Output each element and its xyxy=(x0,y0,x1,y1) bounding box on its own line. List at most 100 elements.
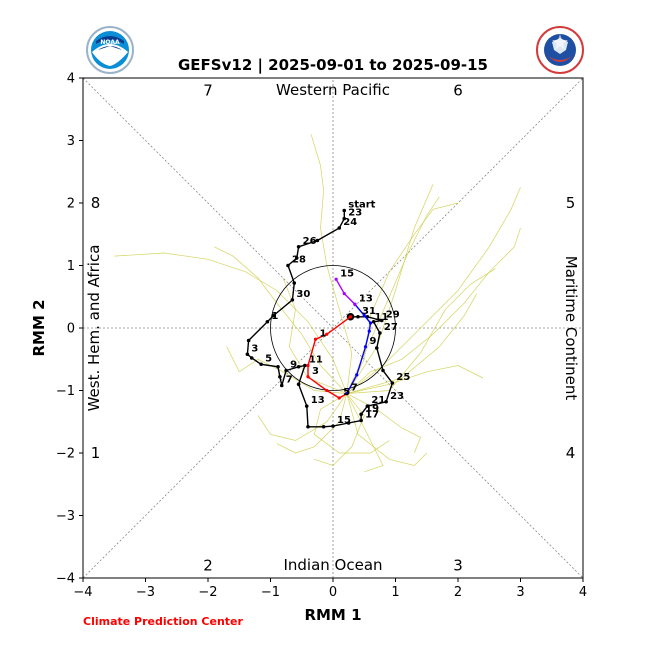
forecast-week2-point xyxy=(362,313,366,318)
forecast-week2-point xyxy=(355,373,359,377)
observed-track-point xyxy=(315,238,320,243)
x-tick-label: −4 xyxy=(73,585,92,600)
forecast-week3-point xyxy=(353,302,357,306)
cpc-credit: Climate Prediction Center xyxy=(83,615,243,628)
unit-circle xyxy=(270,265,396,391)
noaa-logo-text: NOAA xyxy=(100,39,120,46)
observed-track-point xyxy=(296,382,301,387)
observed-day-label: 26 xyxy=(303,236,317,247)
observed-day-label: 7 xyxy=(286,375,293,386)
forecast-week2-point xyxy=(345,392,349,396)
y-tick-label: 0 xyxy=(67,322,75,337)
forecast-week3-point xyxy=(334,277,338,281)
observed-track-point xyxy=(381,368,385,373)
observed-track-point xyxy=(284,368,288,373)
observed-day-label: 21 xyxy=(371,395,385,406)
observed-track-point xyxy=(321,424,326,429)
forecast-week2-point xyxy=(368,321,373,325)
x-tick-label: −3 xyxy=(136,585,155,600)
forecast-week1-point xyxy=(313,337,318,341)
forecast-week2-day-label: 11 xyxy=(375,312,389,323)
phase-number: 7 xyxy=(203,82,213,100)
forecast-week1-day-label: 5 xyxy=(343,387,350,398)
ensemble-member-line xyxy=(310,134,353,394)
observed-track-point xyxy=(292,281,297,285)
observed-day-label: 19 xyxy=(365,403,379,414)
observed-track-point xyxy=(356,314,360,319)
y-axis-title: RMM 2 xyxy=(30,299,48,356)
observed-day-label: 3 xyxy=(251,343,258,354)
forecast-week2-day-label: 13 xyxy=(359,293,373,304)
phase-number: 4 xyxy=(566,444,576,462)
ensemble-member-line xyxy=(346,184,434,394)
observed-day-label: 11 xyxy=(309,355,323,366)
y-tick-label: −3 xyxy=(56,509,75,524)
observed-track-line xyxy=(246,210,394,428)
observed-track-point xyxy=(279,383,284,388)
phase-number: 5 xyxy=(566,194,576,212)
ensemble-member-line xyxy=(214,246,348,394)
observed-track-point xyxy=(384,399,388,404)
forecast-week1-line xyxy=(307,316,351,399)
observed-track-point xyxy=(303,363,307,368)
observed-track-point xyxy=(390,381,395,385)
observed-track-point xyxy=(378,331,382,335)
region-left-label: West. Hem. and Africa xyxy=(85,245,103,412)
observed-track-point xyxy=(278,374,282,379)
y-tick-label: 2 xyxy=(67,197,75,212)
observed-track-point xyxy=(271,313,276,318)
phase-number: 1 xyxy=(91,444,101,462)
ensemble-member-line xyxy=(346,365,484,394)
observed-track-point xyxy=(246,338,251,343)
forecast-week1-day-label: 3 xyxy=(312,366,319,377)
observed-track-point xyxy=(342,208,347,213)
ensemble-member-line xyxy=(346,393,384,473)
ensemble-member-line xyxy=(346,227,521,394)
y-tick-label: −1 xyxy=(56,384,75,399)
forecast-week1-point xyxy=(306,363,310,368)
observed-day-label: 31 xyxy=(362,306,376,317)
observed-track-point xyxy=(374,346,379,350)
observed-day-label: 1 xyxy=(271,311,278,322)
region-top-label: Western Pacific xyxy=(276,81,390,99)
observed-track-point xyxy=(276,364,280,369)
forecast-week1-day-label: 7 xyxy=(351,383,358,394)
observed-day-label: 29 xyxy=(386,310,400,321)
observed-track-point xyxy=(337,226,342,230)
observed-track-point xyxy=(359,412,363,417)
x-tick-label: 2 xyxy=(454,585,462,600)
observed-track-point xyxy=(359,418,363,423)
forecast-week1-point xyxy=(306,375,310,379)
observed-track-point xyxy=(296,364,301,369)
observed-track-point xyxy=(265,319,270,324)
forecast-week2-day-label: 9 xyxy=(370,336,377,347)
observed-track-point xyxy=(379,318,384,323)
observed-track-point xyxy=(304,404,309,408)
forecast-week1-point xyxy=(325,332,329,336)
phase-number: 2 xyxy=(203,557,213,575)
x-tick-label: 0 xyxy=(329,585,337,600)
x-axis-title: RMM 1 xyxy=(304,606,361,624)
observed-day-label: 30 xyxy=(296,289,310,300)
phase-dividers xyxy=(82,77,584,579)
x-tick-label: −2 xyxy=(198,585,217,600)
observed-day-label: 24 xyxy=(343,217,357,228)
observed-day-label: 28 xyxy=(292,255,306,266)
x-tick-label: −1 xyxy=(261,585,280,600)
forecast-week1-point xyxy=(348,315,353,319)
observed-day-label: 23 xyxy=(390,391,404,402)
chart-title: GEFSv12 | 2025-09-01 to 2025-09-15 xyxy=(178,56,488,75)
x-tick-label: 1 xyxy=(391,585,399,600)
ensemble-member-line xyxy=(257,393,348,441)
region-bottom-label: Indian Ocean xyxy=(283,556,382,574)
ensemble-member-line xyxy=(313,393,390,454)
forecast-week2-point xyxy=(367,329,371,333)
observed-track-point xyxy=(331,424,335,428)
observed-track-point xyxy=(249,356,254,360)
nws-logo xyxy=(536,26,584,74)
ensemble-members xyxy=(114,134,521,473)
forecast-week3-point xyxy=(342,292,346,296)
y-tick-label: 1 xyxy=(67,259,75,274)
